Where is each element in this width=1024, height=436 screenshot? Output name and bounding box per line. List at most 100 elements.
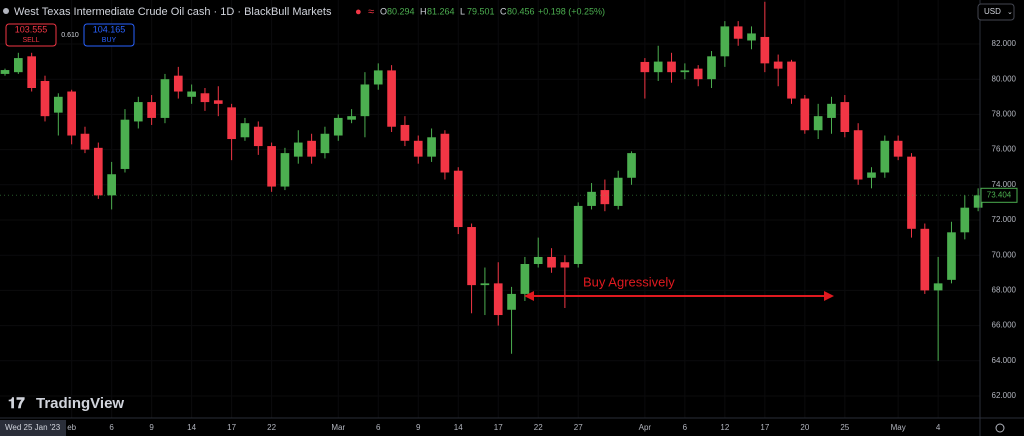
candle-body	[440, 133, 450, 173]
indicator-icon[interactable]: ●	[355, 6, 362, 18]
change: +0.198 (+0.25%)	[538, 6, 605, 16]
candle-body	[707, 56, 716, 80]
candle-body	[733, 26, 743, 39]
x-tick-label: 14	[454, 423, 463, 432]
candle-body	[453, 170, 463, 228]
x-tick-label: 17	[227, 423, 236, 432]
x-tick-label: 12	[720, 423, 729, 432]
y-tick-label: 74.000	[992, 180, 1017, 189]
candle-body	[893, 140, 903, 157]
candle-body	[240, 123, 250, 138]
x-tick-label: May	[891, 423, 906, 432]
candle-body	[493, 283, 503, 316]
x-tick-label: 22	[534, 423, 543, 432]
candle-body	[387, 70, 396, 127]
buy-label: BUY	[102, 37, 117, 44]
x-tick-label: 9	[149, 423, 154, 432]
candle-body	[187, 91, 196, 97]
candle-body	[547, 256, 556, 268]
settings-icon[interactable]	[995, 423, 1005, 433]
y-tick-label: 82.000	[992, 39, 1017, 48]
candle-body	[640, 61, 650, 73]
currency-button[interactable]	[977, 3, 1015, 21]
candle-body	[907, 156, 916, 229]
candle-body	[520, 264, 530, 294]
y-tick-label: 66.000	[992, 321, 1017, 330]
candle-body	[13, 58, 23, 73]
y-tick-label: 64.000	[992, 356, 1017, 365]
cursor-date: Wed 25 Jan '23	[5, 423, 61, 432]
logo-mark: 𝟏𝟕	[8, 395, 25, 412]
candle-body	[667, 61, 676, 73]
candle-body	[853, 130, 863, 180]
candle-body	[773, 61, 783, 69]
x-tick-label: 17	[760, 423, 769, 432]
spread: 0.610	[61, 32, 79, 39]
sell-price: 103.555	[15, 24, 48, 34]
candle-body	[653, 61, 663, 73]
candle-body	[933, 283, 943, 291]
x-tick-label: 9	[416, 423, 421, 432]
logo: TradingView	[36, 395, 124, 412]
candle-body	[947, 232, 956, 280]
x-tick-label: 22	[267, 423, 276, 432]
annotation: Buy Agressively	[583, 274, 675, 289]
sell-button[interactable]	[5, 23, 57, 47]
candle-body	[920, 228, 930, 291]
candle-body	[400, 124, 410, 141]
buy-button[interactable]	[83, 23, 135, 47]
candle-body	[613, 177, 623, 206]
candle-body	[800, 98, 810, 131]
candle-body	[480, 283, 490, 286]
y-tick-label: 80.000	[992, 74, 1017, 83]
buy-price: 104.165	[93, 24, 126, 34]
symbol-icon	[3, 8, 9, 14]
y-tick-label: 78.000	[992, 110, 1017, 119]
candle-body	[960, 207, 970, 233]
candle-body	[413, 140, 423, 157]
candle-body	[93, 147, 103, 196]
x-tick-label: 14	[187, 423, 196, 432]
candle-body	[253, 126, 263, 147]
chart-title: West Texas Intermediate Crude Oil cash ·…	[14, 6, 332, 18]
candle-body	[133, 102, 143, 122]
x-tick-label: 27	[574, 423, 583, 432]
y-tick-label: 68.000	[992, 286, 1017, 295]
candle-body	[373, 70, 383, 85]
last-price: 73.404	[987, 190, 1012, 199]
y-tick-label: 76.000	[992, 145, 1017, 154]
arrow-head-right	[824, 291, 834, 301]
arrow-head-left	[524, 291, 534, 301]
candle-body	[40, 80, 50, 117]
currency-caret[interactable]: ⌄	[1007, 9, 1013, 16]
x-tick-label: Apr	[639, 423, 652, 432]
candle-body	[267, 146, 276, 187]
ohlc-prefix: O	[380, 6, 387, 16]
x-tick-label: 6	[109, 423, 114, 432]
candle-body	[973, 195, 983, 208]
candle-body	[120, 119, 130, 169]
candle-body	[80, 133, 90, 150]
candle-body	[747, 33, 756, 41]
candle-body	[507, 293, 516, 310]
candle-body	[320, 133, 330, 154]
candle-body	[813, 116, 823, 131]
candle-body	[347, 116, 356, 120]
candle-body	[307, 140, 316, 157]
y-tick-label: 72.000	[992, 215, 1017, 224]
x-tick-label: 6	[376, 423, 381, 432]
candle-body	[467, 227, 476, 286]
y-tick-label: 70.000	[992, 250, 1017, 259]
candle-body	[600, 190, 610, 205]
wave-icon[interactable]: ≈	[368, 6, 374, 18]
candle-body	[827, 103, 836, 118]
candle-body	[760, 36, 770, 64]
candle-body	[360, 84, 370, 117]
ohlc-prefix: H	[420, 6, 427, 16]
candle-body	[587, 191, 596, 206]
y-tick-label: 62.000	[992, 391, 1017, 400]
x-tick-label: Mar	[331, 423, 345, 432]
candle-body	[67, 91, 76, 136]
